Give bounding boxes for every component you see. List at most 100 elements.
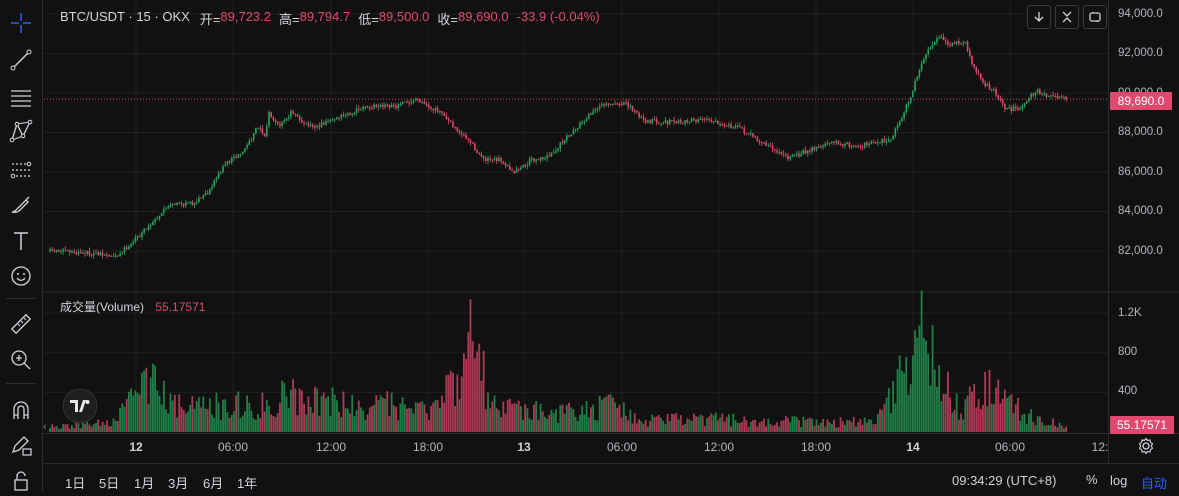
scroll-left-icon[interactable]: ‹ [43, 421, 47, 433]
range-1d-button[interactable]: 1日 [65, 476, 86, 491]
lock-pencil-icon[interactable] [4, 430, 38, 460]
volume-bar [296, 415, 299, 432]
fib-icon[interactable] [4, 154, 38, 184]
volume-bar [187, 411, 189, 432]
candle-body [419, 99, 421, 103]
volume-bar [303, 403, 305, 432]
volume-bar [734, 420, 737, 432]
volume-bar [244, 411, 246, 432]
volume-bar [828, 422, 831, 432]
zoom-in-icon[interactable] [4, 345, 38, 375]
candle-body [603, 104, 605, 106]
candle-body [997, 95, 1000, 99]
candle-body [487, 157, 489, 161]
fullscreen-button[interactable] [1083, 5, 1107, 29]
candle-body [907, 102, 910, 105]
candle-body [331, 119, 334, 121]
tradingview-logo[interactable] [63, 389, 97, 423]
download-button[interactable] [1027, 5, 1051, 29]
volume-bar [230, 415, 233, 432]
volume-bar [852, 416, 855, 432]
volume-bar [504, 413, 507, 432]
pattern-icon[interactable] [4, 116, 38, 146]
candle-body [866, 142, 868, 145]
candle-body [664, 120, 667, 123]
percent-toggle[interactable]: % [1086, 472, 1098, 487]
magnet-icon[interactable] [4, 395, 38, 425]
candle-body [629, 106, 632, 108]
candle-body [75, 252, 78, 255]
volume-bar [596, 420, 599, 432]
candle-body [658, 123, 660, 125]
ruler-icon[interactable] [4, 309, 38, 339]
range-3m-button[interactable]: 3月 [168, 476, 189, 491]
volume-bar [931, 325, 934, 432]
auto-scale-toggle[interactable]: 自动 [1141, 476, 1168, 491]
volume-value: 55.17571 [155, 300, 206, 314]
high-value: 89,794.7 [299, 9, 351, 24]
candle-body [318, 125, 321, 128]
volume-bar [587, 417, 590, 432]
candle-body [837, 141, 840, 145]
volume-bar [145, 367, 148, 432]
crosshair-icon[interactable] [4, 8, 38, 38]
clock-timezone[interactable]: 09:34:29 (UTC+8) [952, 473, 1057, 488]
volume-bar [325, 398, 327, 432]
volume-bar [636, 423, 638, 432]
text-tool-icon[interactable] [4, 226, 38, 256]
settings-gear-button[interactable] [1137, 437, 1155, 460]
volume-bar [154, 365, 157, 432]
candle-body [638, 112, 640, 118]
brush-icon[interactable] [4, 190, 38, 220]
candle-body [686, 120, 689, 123]
trend-line-icon[interactable] [4, 45, 38, 75]
collapse-button[interactable] [1055, 5, 1079, 29]
range-5d-button[interactable]: 5日 [99, 476, 120, 491]
volume-bar [68, 428, 71, 432]
candle-body [255, 128, 257, 134]
candle-body [557, 148, 559, 151]
candle-body [612, 103, 614, 105]
volume-bar [692, 413, 695, 432]
candle-body [605, 103, 608, 106]
volume-bar [925, 340, 927, 432]
candle-body [522, 164, 524, 168]
candle-body [130, 243, 132, 247]
volume-bar [285, 396, 288, 432]
volume-bar [763, 418, 765, 432]
volume-bar [340, 416, 343, 432]
volume-bar [1023, 413, 1026, 432]
volume-bar [916, 337, 919, 432]
range-6m-button[interactable]: 6月 [203, 476, 224, 491]
volume-bar [894, 403, 897, 432]
candle-body [224, 164, 226, 166]
volume-label[interactable]: 成交量(Volume) [60, 300, 145, 314]
volume-bar [279, 402, 281, 432]
candle-body [447, 118, 450, 121]
range-1m-button[interactable]: 1月 [134, 476, 155, 491]
volume-bar [149, 377, 152, 432]
lock-icon[interactable] [4, 466, 38, 496]
volume-bar [942, 394, 945, 432]
volume-bar [283, 382, 286, 432]
symbol-title[interactable]: BTC/USDT · 15 · OKX [60, 9, 190, 24]
volume-bar [379, 395, 382, 432]
volume-bar [493, 395, 496, 432]
log-toggle[interactable]: log [1110, 473, 1128, 488]
candle-body [366, 106, 369, 108]
emoji-icon[interactable] [4, 261, 38, 291]
volume-bar [660, 417, 662, 432]
candle-body [1021, 106, 1024, 109]
volume-bar [769, 423, 772, 432]
volume-bar [160, 404, 163, 432]
candle-body [745, 133, 748, 135]
volume-bar [651, 414, 654, 432]
horizontal-lines-icon[interactable] [4, 82, 38, 112]
candle-body [506, 165, 509, 167]
candle-body [485, 158, 487, 161]
volume-bar [642, 423, 645, 432]
candle-body [154, 219, 156, 223]
range-1y-button[interactable]: 1年 [237, 476, 258, 491]
